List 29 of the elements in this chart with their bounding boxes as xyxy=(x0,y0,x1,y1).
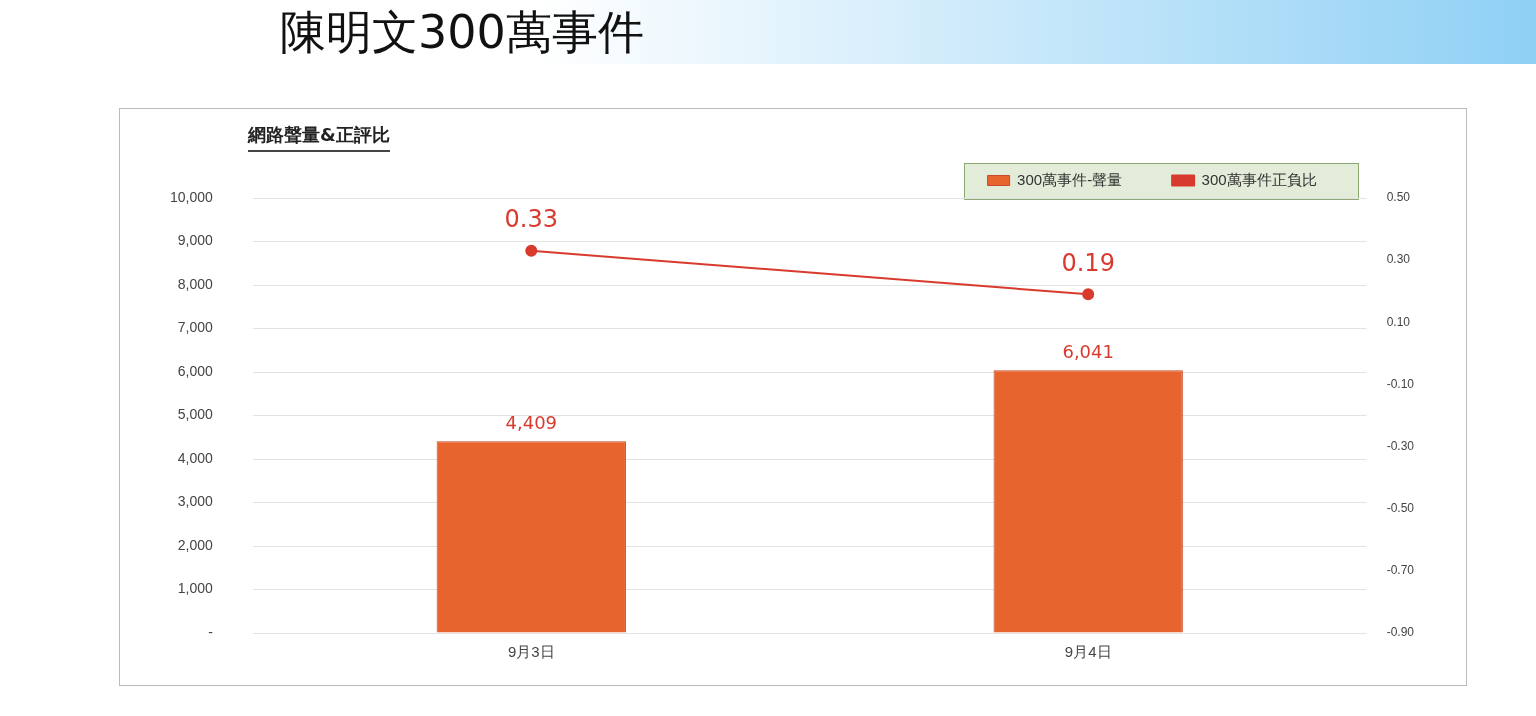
y-tick-label: 1,000 xyxy=(177,580,214,597)
y2-tick-label: -0.70 xyxy=(1386,563,1415,578)
y-tick-label: 4,000 xyxy=(177,449,214,466)
y-tick-label: - xyxy=(208,623,214,640)
y-tick-label: 5,000 xyxy=(177,406,214,423)
y2-tick-label: 0.50 xyxy=(1386,190,1411,205)
y2-tick-label: -0.10 xyxy=(1386,376,1415,391)
legend-label: 300萬事件-聲量 xyxy=(1017,170,1123,188)
data-label: 4,409 xyxy=(505,411,558,433)
y-tick-label: 10,000 xyxy=(169,188,214,205)
data-label: 0.33 xyxy=(504,205,558,234)
x-tick-label: 9月4日 xyxy=(1064,643,1112,661)
y-tick-label: 8,000 xyxy=(177,275,214,292)
y-tick-label: 7,000 xyxy=(177,319,214,336)
x-tick-label: 9月3日 xyxy=(507,643,555,661)
y2-tick-label: -0.30 xyxy=(1386,438,1415,453)
y2-tick-label: 0.30 xyxy=(1386,252,1411,267)
y-tick-label: 3,000 xyxy=(177,493,214,510)
chart-subtitle: 網路聲量&正評比 xyxy=(248,123,390,152)
y2-tick-label: 0.10 xyxy=(1386,314,1411,329)
y2-tick-label: -0.50 xyxy=(1386,501,1415,516)
legend-label: 300萬事件正負比 xyxy=(1201,170,1317,188)
y-tick-label: 9,000 xyxy=(177,232,214,249)
y-tick-label: 2,000 xyxy=(177,536,214,553)
y2-tick-label: -0.90 xyxy=(1386,625,1415,640)
y-tick-label: 6,000 xyxy=(177,362,214,379)
data-label: 0.19 xyxy=(1061,248,1115,277)
chart-title: 陳明文300萬事件 xyxy=(280,4,644,61)
data-label: 6,041 xyxy=(1062,340,1114,362)
